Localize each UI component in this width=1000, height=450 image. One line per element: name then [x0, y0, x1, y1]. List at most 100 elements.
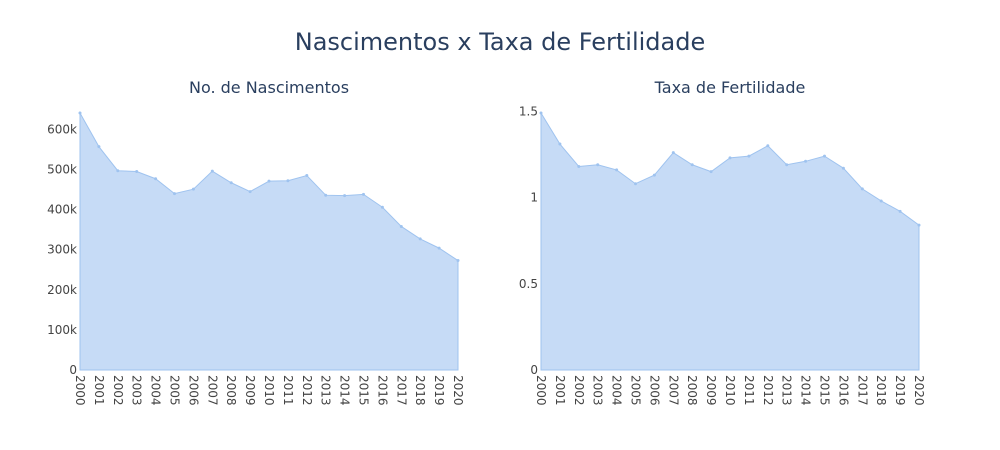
- fertility-xtick-label: 2005: [629, 375, 643, 406]
- births-point-2014[interactable]: [343, 194, 347, 198]
- births-point-2005[interactable]: [173, 192, 176, 196]
- fertility-point-2005[interactable]: [634, 182, 637, 186]
- births-xtick-label: 2004: [149, 375, 163, 406]
- fertility-point-2002[interactable]: [577, 164, 581, 168]
- fertility-xtick-label: 2019: [893, 375, 907, 406]
- fertility-xtick-label: 2018: [874, 375, 888, 406]
- fertility-xtick-label: 2004: [610, 375, 624, 406]
- fertility-xtick-label: 2014: [799, 375, 813, 406]
- fertility-point-2019[interactable]: [898, 209, 902, 213]
- fertility-xtick-label: 2009: [704, 375, 718, 406]
- births-point-2007[interactable]: [210, 169, 214, 173]
- births-xtick-label: 2007: [205, 375, 219, 406]
- births-point-2001[interactable]: [97, 145, 101, 149]
- fertility-point-2000[interactable]: [539, 111, 543, 115]
- fertility-point-2003[interactable]: [596, 163, 600, 167]
- births-xtick-label: 2006: [186, 375, 200, 406]
- births-point-2016[interactable]: [380, 205, 384, 209]
- births-xtick-label: 2001: [92, 375, 106, 406]
- fertility-point-2012[interactable]: [766, 144, 770, 148]
- births-point-2012[interactable]: [305, 174, 309, 178]
- births-point-2010[interactable]: [267, 179, 271, 183]
- fertility-point-2008[interactable]: [690, 163, 694, 167]
- births-xtick-label: 2019: [432, 375, 446, 406]
- births-point-2000[interactable]: [78, 111, 82, 115]
- fertility-point-2010[interactable]: [728, 156, 732, 160]
- fertility-point-2004[interactable]: [615, 168, 619, 172]
- births-xtick-label: 2012: [300, 375, 314, 406]
- fertility-subplot-title: Taxa de Fertilidade: [654, 78, 806, 97]
- fertility-xtick-label: 2008: [685, 375, 699, 406]
- births-point-2020[interactable]: [456, 259, 460, 263]
- fertility-xtick-label: 2015: [818, 375, 832, 406]
- fertility-point-2007[interactable]: [671, 151, 675, 155]
- births-xtick-label: 2005: [168, 375, 182, 406]
- births-point-2013[interactable]: [324, 193, 328, 197]
- births-xtick-label: 2002: [111, 375, 125, 406]
- fertility-xtick-label: 2011: [742, 375, 756, 406]
- fertility-point-2013[interactable]: [785, 163, 789, 167]
- births-point-2017[interactable]: [399, 224, 403, 228]
- births-xtick-label: 2015: [357, 375, 371, 406]
- fertility-point-2017[interactable]: [860, 187, 864, 191]
- births-xtick-label: 2010: [262, 375, 276, 406]
- births-area-series: [79, 111, 459, 371]
- fertility-xtick-label: 2017: [855, 375, 869, 406]
- fertility-xtick-label: 2016: [836, 375, 850, 406]
- fertility-xtick-label: 2001: [553, 375, 567, 406]
- births-xtick-label: 2011: [281, 375, 295, 406]
- fertility-xtick-label: 2002: [572, 375, 586, 406]
- fertility-point-2011[interactable]: [747, 154, 751, 158]
- fertility-point-2016[interactable]: [841, 166, 845, 170]
- births-xtick-label: 2000: [73, 375, 87, 406]
- births-xtick-label: 2016: [375, 375, 389, 406]
- births-point-2002[interactable]: [116, 169, 120, 173]
- fertility-ytick-label: 1.5: [519, 104, 538, 118]
- fertility-point-2014[interactable]: [804, 159, 808, 163]
- fertility-area-series: [540, 111, 920, 371]
- births-xtick-label: 2020: [451, 375, 465, 406]
- births-ytick-label: 200k: [47, 283, 77, 297]
- fertility-point-2015[interactable]: [823, 154, 826, 158]
- births-point-2019[interactable]: [437, 246, 441, 250]
- births-ytick-label: 0: [69, 363, 77, 377]
- births-ytick-label: 400k: [47, 203, 77, 217]
- births-point-2003[interactable]: [135, 170, 139, 174]
- births-point-2004[interactable]: [154, 177, 158, 181]
- births-ytick-label: 600k: [47, 122, 77, 136]
- births-xtick-label: 2009: [243, 375, 257, 406]
- fertility-ytick-label: 0.5: [519, 277, 538, 291]
- births-xtick-label: 2008: [224, 375, 238, 406]
- fertility-ytick-label: 1: [530, 191, 538, 205]
- births-ytick-label: 100k: [47, 323, 77, 337]
- fertility-xtick-label: 2013: [780, 375, 794, 406]
- births-point-2009[interactable]: [248, 190, 252, 194]
- births-point-2018[interactable]: [418, 237, 422, 241]
- fertility-point-2001[interactable]: [558, 142, 562, 146]
- births-ytick-label: 300k: [47, 243, 77, 257]
- births-point-2015[interactable]: [362, 192, 365, 196]
- fertility-xtick-label: 2006: [647, 375, 661, 406]
- fertility-xtick-label: 2010: [723, 375, 737, 406]
- births-xtick-label: 2018: [413, 375, 427, 406]
- fertility-xtick-label: 2000: [534, 375, 548, 406]
- births-xtick-label: 2014: [338, 375, 352, 406]
- births-subplot-title: No. de Nascimentos: [189, 78, 349, 97]
- births-panel: No. de Nascimentos 0 100k 200k 300k 400k 500k 6…: [47, 78, 465, 406]
- births-point-2006[interactable]: [191, 187, 195, 191]
- fertility-point-2006[interactable]: [652, 173, 656, 177]
- fertility-ytick-label: 0: [530, 363, 538, 377]
- fertility-point-2020[interactable]: [917, 223, 921, 227]
- fertility-point-2018[interactable]: [879, 199, 883, 203]
- chart-title: Nascimentos x Taxa de Fertilidade: [295, 28, 705, 56]
- births-xtick-label: 2003: [130, 375, 144, 406]
- fertility-xtick-label: 2003: [591, 375, 605, 406]
- fertility-point-2009[interactable]: [709, 170, 713, 174]
- fertility-panel: Taxa de Fertilidade 0 0.5 1 1.5 2000 2001 2002 2…: [519, 78, 926, 406]
- births-point-2011[interactable]: [286, 179, 290, 183]
- fertility-xtick-label: 2012: [761, 375, 775, 406]
- births-point-2008[interactable]: [229, 181, 233, 185]
- births-xtick-label: 2017: [394, 375, 408, 406]
- births-ytick-label: 500k: [47, 163, 77, 177]
